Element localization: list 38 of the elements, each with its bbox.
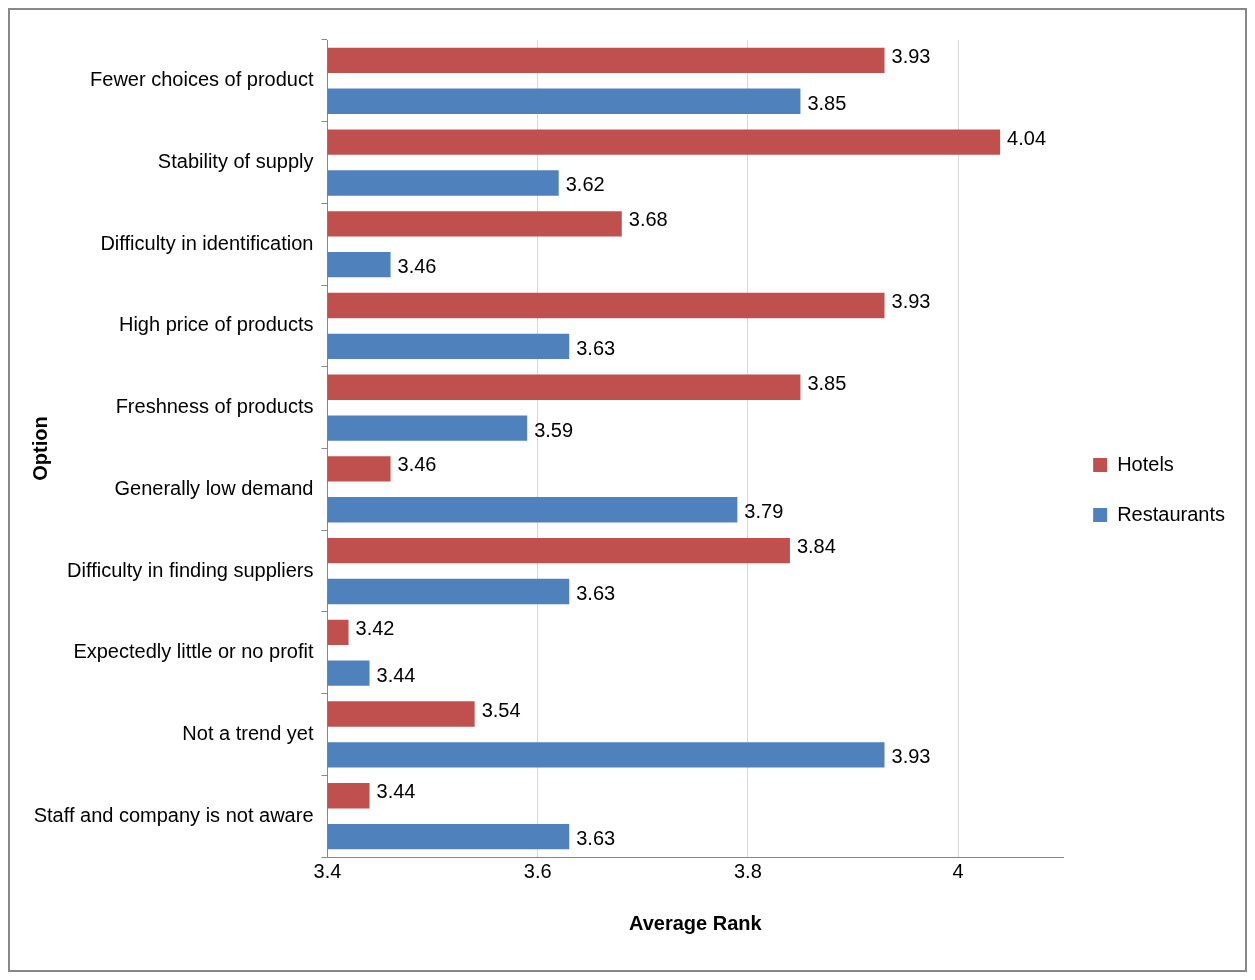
y-tick-label: Staff and company is not aware xyxy=(33,803,314,826)
legend-label: Hotels xyxy=(1117,452,1174,475)
data-label: 4.04 xyxy=(1007,126,1047,149)
data-label: 3.62 xyxy=(565,173,605,196)
y-tick-label: Generally low demand xyxy=(114,476,314,499)
y-tick-label: Difficulty in finding suppliers xyxy=(67,558,314,581)
y-tick-label: Fewer choices of product xyxy=(90,68,314,91)
y-axis-title: Option xyxy=(28,416,51,481)
data-label: 3.46 xyxy=(397,255,437,278)
y-tick-label: Expectedly little or no profit xyxy=(73,640,314,663)
y-tick-label: Freshness of products xyxy=(115,395,314,418)
data-label: 3.85 xyxy=(807,91,847,114)
data-label: 3.44 xyxy=(376,663,416,686)
y-tick-label: High price of products xyxy=(118,313,314,336)
data-label: 3.63 xyxy=(576,336,616,359)
data-label: 3.93 xyxy=(891,745,931,768)
y-tick-label: Not a trend yet xyxy=(182,721,314,744)
y-tick-label: Difficulty in identification xyxy=(100,231,314,254)
data-label: 3.42 xyxy=(355,616,395,639)
x-tick-label: 3.4 xyxy=(313,859,342,882)
x-tick-label: 4 xyxy=(952,859,964,882)
data-label: 3.46 xyxy=(397,453,437,476)
data-label: 3.63 xyxy=(576,581,616,604)
data-label: 3.59 xyxy=(534,418,574,441)
data-label: 3.93 xyxy=(891,44,931,67)
data-label: 3.44 xyxy=(376,780,416,803)
x-axis-title: Average Rank xyxy=(629,911,763,934)
data-label: 3.68 xyxy=(628,208,668,231)
x-tick-label: 3.8 xyxy=(733,859,762,882)
data-label: 3.84 xyxy=(796,535,836,558)
data-label: 3.63 xyxy=(576,827,616,850)
data-label: 3.93 xyxy=(891,290,931,313)
data-label: 3.79 xyxy=(744,500,784,523)
data-label: 3.85 xyxy=(807,371,847,394)
y-tick-label: Stability of supply xyxy=(157,150,314,173)
legend-label: Restaurants xyxy=(1117,502,1226,525)
data-label: 3.54 xyxy=(481,698,521,721)
x-tick-label: 3.6 xyxy=(523,859,552,882)
